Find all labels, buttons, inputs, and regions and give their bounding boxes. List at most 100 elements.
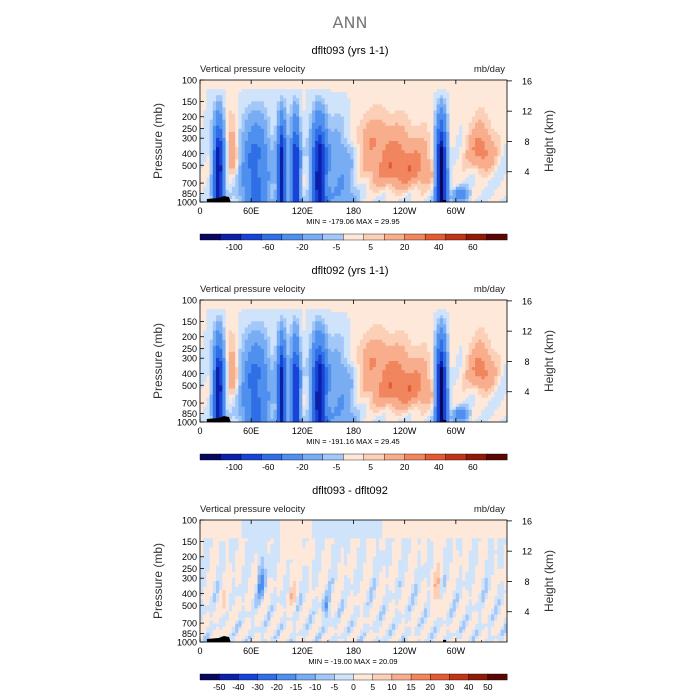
heatmap-cell xyxy=(289,86,294,90)
heatmap-cell xyxy=(417,119,422,124)
heatmap-cell xyxy=(420,171,425,175)
heatmap-cell xyxy=(452,174,457,178)
heatmap-cell xyxy=(251,312,255,316)
heatmap-cell xyxy=(231,134,236,139)
heatmap-cell xyxy=(446,134,450,139)
heatmap-cell xyxy=(443,153,447,157)
heatmap-cell xyxy=(251,318,255,322)
heatmap-cell xyxy=(503,156,508,160)
heatmap-cell xyxy=(395,318,399,322)
heatmap-cell xyxy=(446,312,450,316)
heatmap-cell xyxy=(372,327,377,331)
heatmap-cell xyxy=(350,134,354,139)
heatmap-cell xyxy=(308,312,313,316)
heatmap-cell xyxy=(423,159,428,163)
heatmap-cell xyxy=(388,165,393,169)
heatmap-cell xyxy=(475,98,479,102)
heatmap-cell xyxy=(443,156,447,160)
heatmap-cell xyxy=(497,315,502,319)
heatmap-cell xyxy=(401,318,406,322)
heatmap-cell xyxy=(388,303,393,307)
heatmap-cell xyxy=(407,300,412,304)
heatmap-cell xyxy=(257,327,262,331)
heatmap-cell xyxy=(318,306,322,310)
y-tick-label: 850 xyxy=(182,189,197,199)
heatmap-cell xyxy=(391,89,396,93)
heatmap-cell xyxy=(375,116,380,121)
heatmap-cell xyxy=(420,119,425,124)
heatmap-cell xyxy=(427,312,431,316)
heatmap-cell xyxy=(471,156,476,160)
heatmap-cell xyxy=(385,89,390,93)
heatmap-cell xyxy=(443,116,447,121)
heatmap-cell xyxy=(481,144,486,148)
heatmap-field xyxy=(200,300,508,423)
heatmap-cell xyxy=(446,300,450,304)
heatmap-cell xyxy=(446,321,450,325)
heatmap-cell xyxy=(494,128,498,133)
heatmap-cell xyxy=(311,189,316,194)
heatmap-cell xyxy=(270,303,274,307)
heatmap-cell xyxy=(305,80,310,84)
heatmap-cell xyxy=(388,183,393,188)
heatmap-cell xyxy=(238,125,242,130)
heatmap-cell xyxy=(334,101,338,105)
heatmap-cell xyxy=(391,147,396,151)
heatmap-cell xyxy=(430,131,434,136)
heatmap-cell xyxy=(407,168,412,172)
heatmap-cell xyxy=(254,309,258,313)
heatmap-cell xyxy=(452,195,457,200)
heatmap-cell xyxy=(292,180,297,185)
heatmap-cell xyxy=(225,192,230,197)
heatmap-cell xyxy=(209,183,214,188)
heatmap-cell xyxy=(369,116,374,121)
heatmap-cell xyxy=(286,189,290,194)
heatmap-cell xyxy=(363,324,367,328)
heatmap-cell xyxy=(455,116,460,121)
heatmap-cell xyxy=(251,122,255,127)
heatmap-cell xyxy=(468,156,473,160)
heatmap-cell xyxy=(414,327,418,331)
heatmap-cell xyxy=(401,192,406,197)
heatmap-cell xyxy=(279,125,284,130)
heatmap-cell xyxy=(321,125,326,130)
heatmap-cell xyxy=(311,192,316,197)
heatmap-cell xyxy=(372,189,377,194)
heatmap-cell xyxy=(254,119,258,124)
heatmap-cell xyxy=(475,324,479,328)
heatmap-cell xyxy=(404,186,409,191)
heatmap-cell xyxy=(430,162,434,166)
heatmap-cell xyxy=(305,195,310,200)
heatmap-cell xyxy=(430,315,434,319)
heatmap-cell xyxy=(446,141,450,145)
heatmap-cell xyxy=(411,137,415,142)
heatmap-cell xyxy=(433,309,438,313)
heatmap-cell xyxy=(299,177,303,182)
heatmap-cell xyxy=(459,312,463,316)
heatmap-cell xyxy=(443,110,447,114)
y2-axis-label: Height (km) xyxy=(542,110,556,172)
heatmap-cell xyxy=(315,159,319,163)
heatmap-cell xyxy=(407,306,412,310)
heatmap-cell xyxy=(279,95,284,99)
heatmap-cell xyxy=(251,92,255,96)
heatmap-cell xyxy=(222,83,226,87)
heatmap-cell xyxy=(375,144,380,148)
heatmap-cell xyxy=(494,116,498,121)
heatmap-cell xyxy=(385,119,390,124)
heatmap-cell xyxy=(411,312,415,316)
heatmap-cell xyxy=(225,95,230,99)
heatmap-cell xyxy=(385,80,390,84)
heatmap-cell xyxy=(260,150,265,154)
heatmap-cell xyxy=(484,144,489,148)
heatmap-cell xyxy=(436,116,441,121)
heatmap-cell xyxy=(212,141,217,145)
heatmap-cell xyxy=(500,119,505,124)
heatmap-cell xyxy=(308,156,313,160)
heatmap-cell xyxy=(363,131,367,136)
heatmap-cell xyxy=(276,122,281,127)
heatmap-cell xyxy=(375,150,380,154)
heatmap-cell xyxy=(231,189,236,194)
heatmap-cell xyxy=(433,156,438,160)
heatmap-cell xyxy=(427,324,431,328)
